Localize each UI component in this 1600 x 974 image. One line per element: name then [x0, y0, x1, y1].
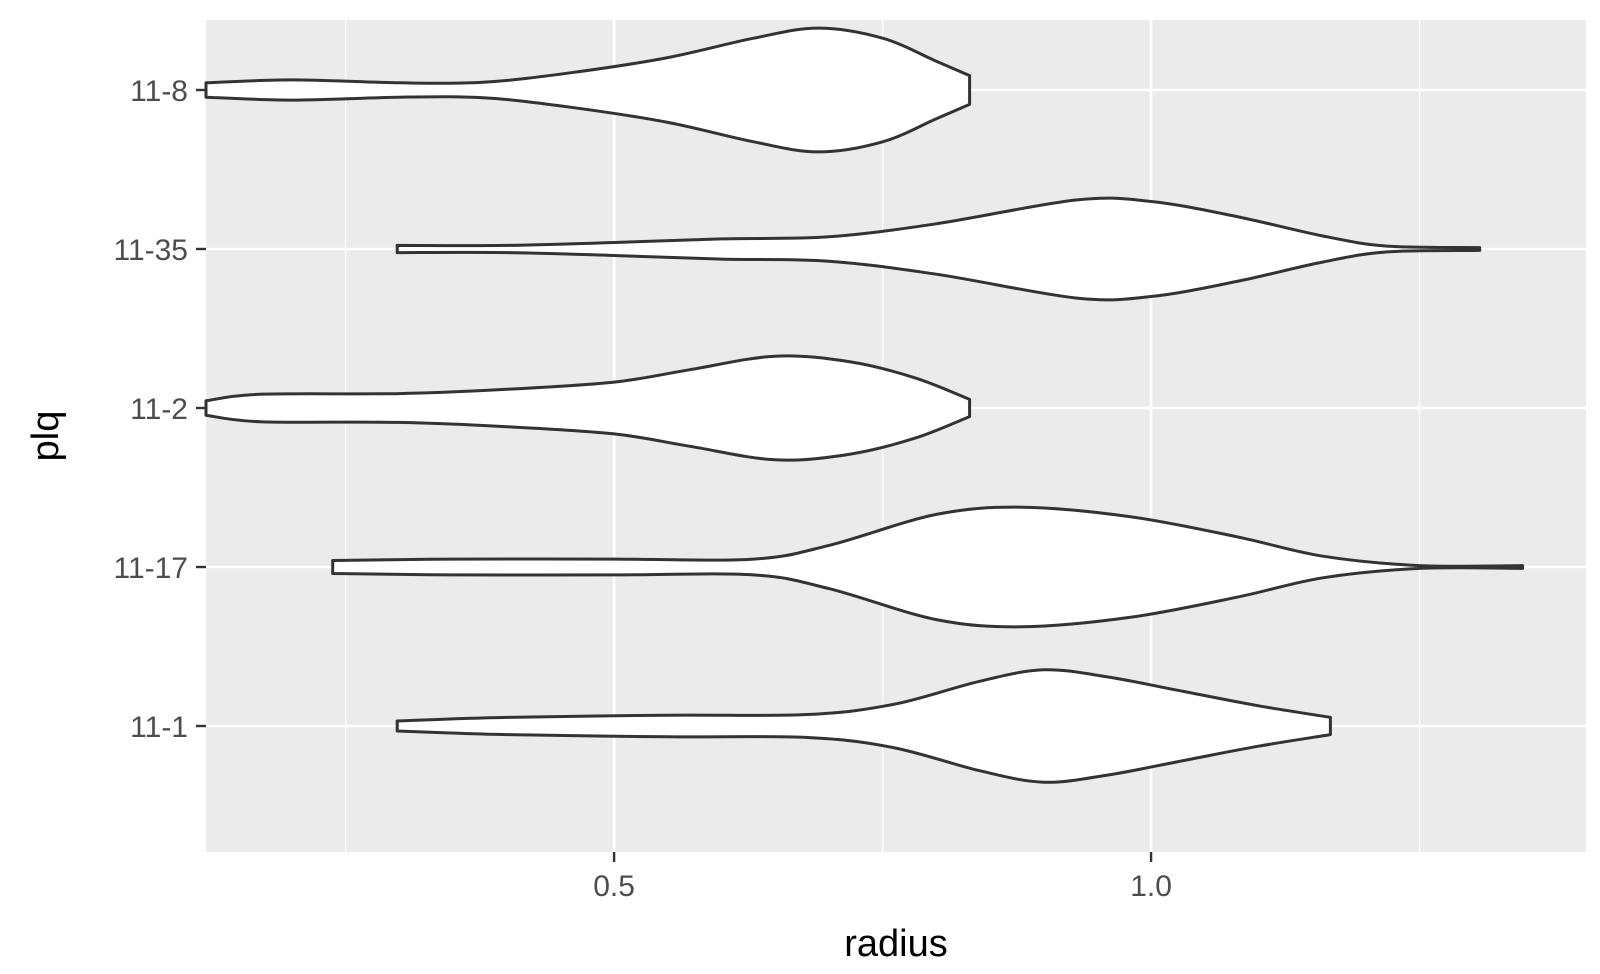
x-axis-title: radius: [844, 923, 948, 965]
x-tick-label-0: 0.5: [593, 870, 635, 903]
violin-11-1: [395, 668, 1332, 784]
x-tick-label-1: 1.0: [1130, 870, 1172, 903]
violin-11-17: [331, 505, 1525, 629]
y-axis: 11-1 11-17 11-2 11-35 11-8: [113, 75, 206, 744]
violin-11-35: [395, 196, 1482, 302]
y-axis-title: plq: [25, 411, 67, 462]
violin-11-2: [204, 354, 972, 462]
violins: [204, 26, 1525, 784]
y-tick-label-11-8: 11-8: [130, 75, 188, 108]
y-tick-label-11-17: 11-17: [113, 552, 188, 585]
y-tick-label-11-35: 11-35: [113, 234, 188, 267]
x-axis: 0.5 1.0: [593, 852, 1172, 903]
y-tick-label-11-1: 11-1: [130, 711, 188, 744]
violin-11-8: [204, 26, 972, 154]
y-tick-label-11-2: 11-2: [130, 393, 188, 426]
